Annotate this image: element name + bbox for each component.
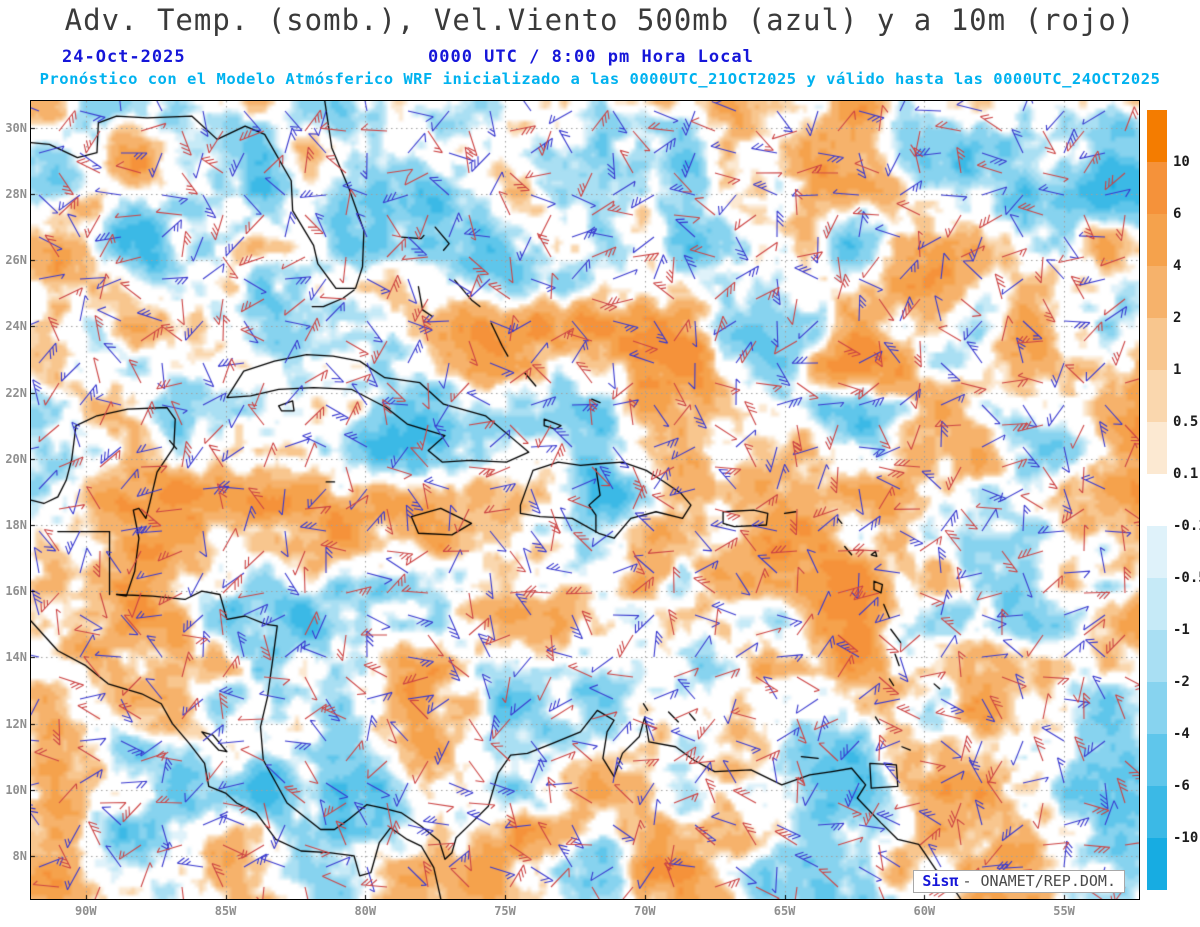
colorbar (1147, 110, 1167, 890)
colorbar-segment (1147, 838, 1167, 890)
colorbar-tick-label: 0.1 (1173, 466, 1199, 482)
colorbar-tick-label: -0.1 (1173, 518, 1200, 534)
lon-tick-label: 85W (214, 904, 237, 918)
colorbar-segment (1147, 214, 1167, 266)
colorbar-segment (1147, 318, 1167, 370)
colorbar-segment (1147, 266, 1167, 318)
lat-tick-label: 20N (5, 451, 27, 466)
colorbar-segment (1147, 110, 1167, 162)
colorbar-tick-label: -0.5 (1173, 570, 1200, 586)
lat-tick-label: 24N (5, 319, 27, 334)
lat-tick-label: 22N (5, 385, 27, 400)
lon-tick-label: 65W (773, 904, 796, 918)
colorbar-segment (1147, 734, 1167, 786)
lon-tick-label: 80W (354, 904, 377, 918)
colorbar-tick-label: -10 (1173, 830, 1199, 846)
colorbar-segment (1147, 578, 1167, 630)
lat-tick-label: 10N (5, 782, 27, 797)
colorbar-tick-label: 6 (1173, 206, 1182, 222)
lat-tick-label: 18N (5, 517, 27, 532)
colorbar-segment (1147, 422, 1167, 474)
lat-tick-label: 12N (5, 716, 27, 731)
colorbar-segment (1147, 526, 1167, 578)
colorbar-tick-label: -2 (1173, 674, 1190, 690)
colorbar-segment (1147, 630, 1167, 682)
chart-title: Adv. Temp. (somb.), Vel.Viento 500mb (az… (64, 3, 1136, 37)
watermark-text: - ONAMET/REP.DOM. (962, 872, 1116, 890)
watermark: Sisπ - ONAMET/REP.DOM. (913, 870, 1125, 893)
colorbar-segment (1147, 786, 1167, 838)
colorbar-tick-label: 1 (1173, 362, 1182, 378)
forecast-date-label: 24-Oct-2025 (62, 47, 186, 67)
watermark-brand: Sisπ (922, 872, 959, 890)
colorbar-tick-label: 10 (1173, 154, 1190, 170)
colorbar-tick-label: 2 (1173, 310, 1182, 326)
colorbar-tick-label: -1 (1173, 622, 1190, 638)
colorbar-tick-label: 0.5 (1173, 414, 1199, 430)
lat-tick-label: 8N (12, 848, 27, 863)
lon-tick-label: 90W (74, 904, 97, 918)
colorbar-segment (1147, 682, 1167, 734)
map-frame: Sisπ - ONAMET/REP.DOM. (30, 100, 1140, 900)
lon-tick-label: 70W (633, 904, 656, 918)
map-canvas (31, 101, 1139, 899)
lat-tick-label: 28N (5, 187, 27, 201)
lon-tick-label: 75W (494, 904, 516, 918)
colorbar-tick-label: 4 (1173, 258, 1182, 274)
lat-tick-label: 26N (5, 253, 27, 268)
lat-tick-label: 30N (5, 120, 27, 135)
forecast-time-label: 0000 UTC / 8:00 pm Hora Local (428, 47, 754, 67)
colorbar-tick-label: -6 (1173, 778, 1190, 794)
colorbar-tick-label: -4 (1173, 726, 1190, 742)
lon-tick-label: 60W (913, 904, 936, 918)
lat-tick-label: 16N (5, 584, 27, 599)
model-info-label: Pronóstico con el Modelo Atmósferico WRF… (39, 70, 1161, 88)
colorbar-segment (1147, 162, 1167, 214)
colorbar-segment (1147, 474, 1167, 526)
lat-tick-label: 14N (5, 650, 27, 665)
lon-tick-label: 55W (1053, 904, 1075, 918)
colorbar-segment (1147, 370, 1167, 422)
